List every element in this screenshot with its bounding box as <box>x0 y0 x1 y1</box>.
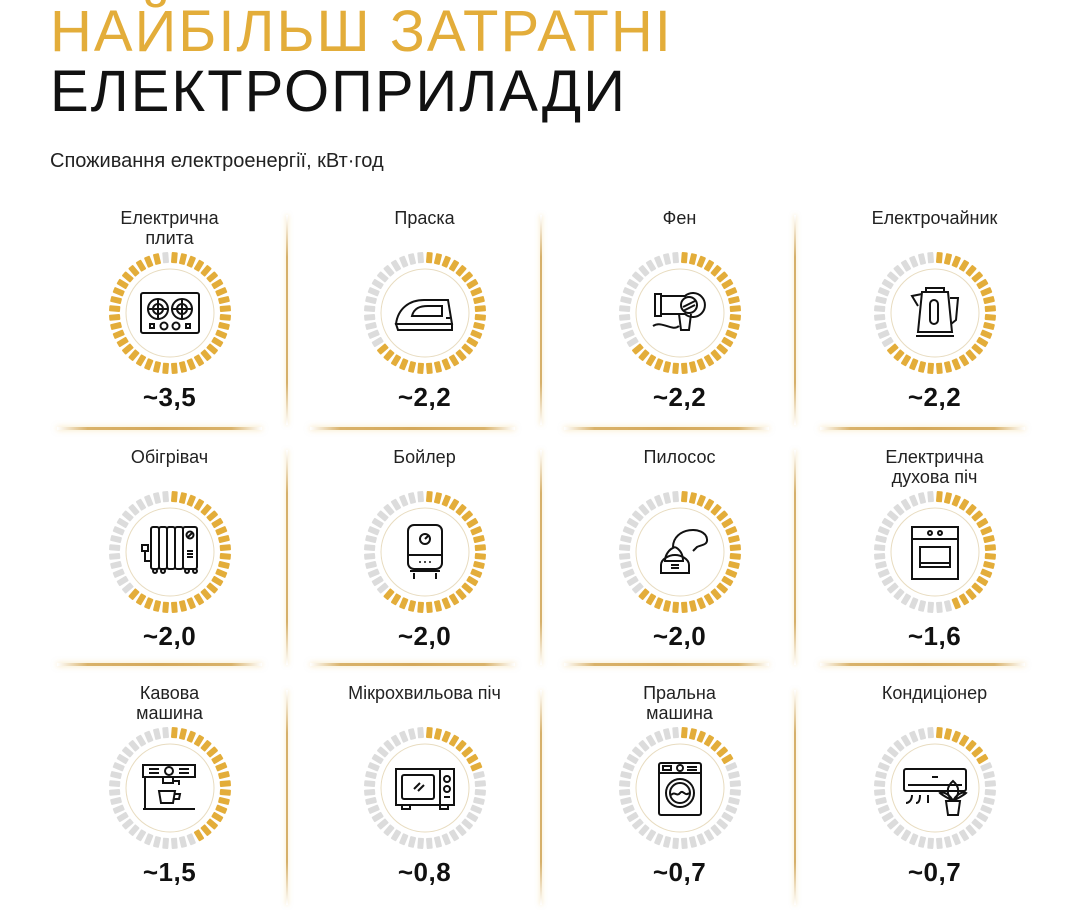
appliance-card: Кавова машина ~1,5 <box>47 683 292 888</box>
oven-icon <box>873 491 996 613</box>
appliance-label: Пилосос <box>643 447 716 467</box>
appliance-card: Бойлер ~2,0 <box>302 447 547 652</box>
hair-dryer-icon <box>618 252 741 374</box>
boiler-icon <box>363 491 486 613</box>
consumption-value: ~2,2 <box>397 382 452 412</box>
appliance-card: Обігрівач ~2,0 <box>47 447 292 652</box>
appliance-card: Фен ~2,2 <box>557 208 802 413</box>
appliance-card: Електрочайник ~2,2 <box>812 208 1057 413</box>
stove-icon <box>108 252 231 374</box>
consumption-value: ~0,7 <box>652 857 707 887</box>
consumption-value: ~2,0 <box>652 621 707 651</box>
column-divider <box>540 690 542 905</box>
appliance-card: Електрична духова піч ~1,6 <box>812 447 1057 652</box>
consumption-gauge <box>617 250 743 376</box>
consumption-value: ~2,2 <box>652 382 707 412</box>
consumption-value: ~2,0 <box>142 621 197 651</box>
consumption-gauge <box>617 489 743 615</box>
consumption-value: ~3,5 <box>142 382 197 412</box>
appliance-card: Електрична плита ~3,5 <box>47 208 292 413</box>
consumption-value: ~0,7 <box>907 857 962 887</box>
page-title-line2: ЕЛЕКТРОПРИЛАДИ <box>50 59 627 124</box>
consumption-value: ~0,8 <box>397 857 452 887</box>
row-divider <box>310 427 515 430</box>
appliance-card: Мікрохвильова піч ~0,8 <box>302 683 547 888</box>
consumption-value: ~2,2 <box>907 382 962 412</box>
appliance-label: Бойлер <box>393 447 456 467</box>
kettle-icon <box>873 252 996 374</box>
consumption-gauge <box>362 725 488 851</box>
consumption-gauge <box>872 725 998 851</box>
appliance-card: Праска ~2,2 <box>302 208 547 413</box>
column-divider <box>794 690 796 905</box>
consumption-value: ~2,0 <box>397 621 452 651</box>
heater-icon <box>108 491 231 613</box>
appliance-card: Пральна машина ~0,7 <box>557 683 802 888</box>
row-divider <box>820 427 1025 430</box>
row-divider <box>57 427 262 430</box>
consumption-gauge <box>107 725 233 851</box>
appliance-label: Праска <box>394 208 455 228</box>
row-divider <box>310 663 515 666</box>
row-divider <box>820 663 1025 666</box>
column-divider <box>286 690 288 905</box>
column-divider <box>794 215 796 425</box>
appliance-label: Кондиціонер <box>881 683 988 703</box>
page-subtitle: Споживання електроенергії, кВт·год <box>50 150 384 172</box>
consumption-gauge <box>872 250 998 376</box>
appliance-label: Електрична духова піч <box>885 447 984 487</box>
appliance-label: Електрична плита <box>120 208 219 248</box>
appliance-card: Кондиціонер ~0,7 <box>812 683 1057 888</box>
appliance-label: Фен <box>662 208 697 228</box>
row-divider <box>57 663 262 666</box>
column-divider <box>794 450 796 665</box>
column-divider <box>540 215 542 425</box>
appliance-card: Пилосос ~2,0 <box>557 447 802 652</box>
row-divider <box>564 427 769 430</box>
consumption-value: ~1,5 <box>142 857 197 887</box>
iron-icon <box>363 252 486 374</box>
column-divider <box>286 450 288 665</box>
appliance-grid: Електрична плита ~3,5 Праска <box>52 205 1032 919</box>
coffee-machine-icon <box>108 727 231 849</box>
consumption-gauge <box>362 489 488 615</box>
column-divider <box>286 215 288 425</box>
appliance-label: Електрочайник <box>871 208 998 228</box>
vacuum-cleaner-icon <box>618 491 741 613</box>
air-conditioner-icon <box>873 727 996 849</box>
row-divider <box>564 663 769 666</box>
page-title-line1: НАЙБІЛЬШ ЗАТРАТНІ <box>50 0 673 64</box>
appliance-label: Обігрівач <box>130 447 209 467</box>
appliance-label: Мікрохвильова піч <box>348 683 501 703</box>
washing-machine-icon <box>618 727 741 849</box>
consumption-gauge <box>107 250 233 376</box>
consumption-gauge <box>362 250 488 376</box>
column-divider <box>540 450 542 665</box>
consumption-value: ~1,6 <box>907 621 962 651</box>
microwave-icon <box>363 727 486 849</box>
appliance-label: Кавова машина <box>136 683 203 723</box>
consumption-gauge <box>617 725 743 851</box>
appliance-label: Пральна машина <box>643 683 716 723</box>
consumption-gauge <box>107 489 233 615</box>
consumption-gauge <box>872 489 998 615</box>
